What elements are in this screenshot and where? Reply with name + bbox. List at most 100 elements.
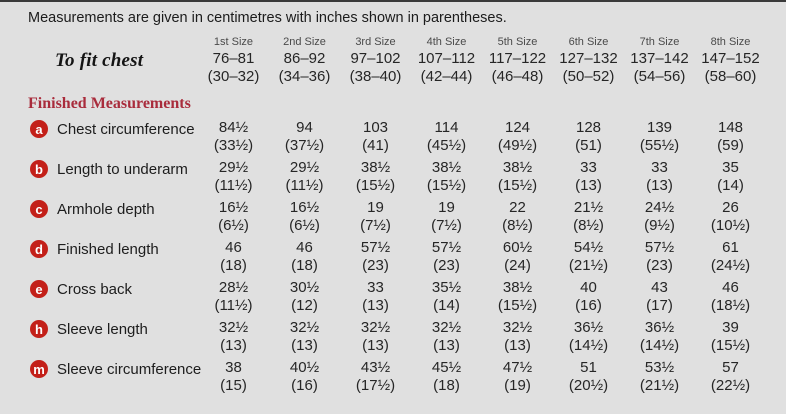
- value-inches: (11½): [214, 297, 253, 314]
- row-label-cell: e Cross back: [28, 279, 198, 298]
- size-header: 8th Size: [710, 36, 751, 48]
- measurement-cell: 84½ (33½): [198, 119, 269, 155]
- value-inches: (15½): [710, 337, 751, 354]
- value-inches: (17½): [355, 377, 396, 394]
- row-label-cell: m Sleeve circumference: [28, 359, 202, 378]
- value-cm: 40½: [289, 359, 320, 376]
- row-label-cell: b Length to underarm: [28, 159, 198, 178]
- size-header: 3rd Size: [355, 36, 396, 48]
- value-cm: 32½: [218, 319, 249, 336]
- value-inches: (24): [504, 257, 531, 274]
- value-cm: 32½: [360, 319, 391, 336]
- value-cm: 139: [646, 119, 673, 136]
- value-cm: 39: [722, 319, 739, 336]
- value-inches: (50–52): [562, 68, 615, 85]
- measurement-cell: 19 (7½): [411, 199, 482, 235]
- size-header: 1st Size: [213, 36, 254, 48]
- measurement-cell: 43 (17): [624, 279, 695, 315]
- value-inches: (30–32): [207, 68, 260, 85]
- measurement-row: e Cross back 28½ (11½) 30½ (12) 33 (13) 35½ (14) 3…: [28, 279, 786, 319]
- letter-badge: h: [30, 320, 48, 338]
- measurement-cell: 47½ (19): [482, 359, 553, 395]
- value-cm: 38½: [360, 159, 391, 176]
- value-inches: (34–36): [278, 68, 331, 85]
- measurement-cell: 43½ (17½): [340, 359, 411, 395]
- measurement-cell: 147–152 (58–60): [695, 50, 766, 86]
- measurement-cell: 57½ (23): [411, 239, 482, 275]
- value-inches: (8½): [502, 217, 533, 234]
- value-cm: 35½: [431, 279, 462, 296]
- value-cm: 103: [362, 119, 389, 136]
- measurement-cell: 114 (45½): [411, 119, 482, 155]
- value-inches: (58–60): [704, 68, 757, 85]
- measurement-cell: 39 (15½): [695, 319, 766, 355]
- value-cm: 46: [225, 239, 242, 256]
- value-cm: 16½: [218, 199, 249, 216]
- value-cm: 147–152: [701, 50, 760, 67]
- measurement-cell: 86–92 (34–36): [269, 50, 340, 86]
- value-inches: (15½): [497, 177, 538, 194]
- value-cm: 29½: [218, 159, 249, 176]
- letter-badge: m: [30, 360, 48, 378]
- measurement-cell: 40 (16): [553, 279, 624, 315]
- value-inches: (12): [291, 297, 318, 314]
- value-inches: (17): [646, 297, 673, 314]
- value-cm: 94: [296, 119, 313, 136]
- measurement-cell: 76–81 (30–32): [198, 50, 269, 86]
- value-inches: (59): [717, 137, 744, 154]
- value-cm: 40: [580, 279, 597, 296]
- measurement-cell: 139 (55½): [624, 119, 695, 155]
- size-header: 6th Size: [568, 36, 609, 48]
- measurement-cell: 36½ (14½): [624, 319, 695, 355]
- row-label: Sleeve length: [57, 321, 148, 338]
- measurement-cell: 19 (7½): [340, 199, 411, 235]
- value-inches: (22½): [710, 377, 751, 394]
- value-cm: 32½: [431, 319, 462, 336]
- row-label-cell: d Finished length: [28, 239, 198, 258]
- measurement-cell: 30½ (12): [269, 279, 340, 315]
- value-cm: 38½: [502, 159, 533, 176]
- value-cm: 114: [434, 119, 459, 136]
- value-cm: 76–81: [212, 50, 255, 67]
- measurement-cell: 57½ (23): [624, 239, 695, 275]
- value-inches: (7½): [360, 217, 391, 234]
- measurement-cell: 16½ (6½): [269, 199, 340, 235]
- measurement-cell: 53½ (21½): [624, 359, 695, 395]
- value-cm: 36½: [573, 319, 604, 336]
- value-cm: 46: [296, 239, 313, 256]
- row-label-cell: a Chest circumference: [28, 119, 198, 138]
- value-cm: 26: [722, 199, 739, 216]
- measurement-cell: 33 (13): [624, 159, 695, 195]
- size-header: 5th Size: [497, 36, 538, 48]
- value-inches: (24½): [710, 257, 751, 274]
- value-inches: (13): [504, 337, 531, 354]
- value-inches: (15): [220, 377, 247, 394]
- measurement-cell: 28½ (11½): [198, 279, 269, 315]
- to-fit-chest-row: To fit chest 76–81 (30–32) 86–92 (34–36) 97–…: [28, 50, 786, 86]
- value-cm: 19: [438, 199, 455, 216]
- value-inches: (20½): [568, 377, 609, 394]
- measurement-row: h Sleeve length 32½ (13) 32½ (13) 32½ (13) 32½ (1…: [28, 319, 786, 359]
- measurement-cell: 32½ (13): [411, 319, 482, 355]
- value-inches: (6½): [289, 217, 320, 234]
- letter-badge: e: [30, 280, 48, 298]
- value-inches: (7½): [431, 217, 462, 234]
- measurement-cell: 103 (41): [340, 119, 411, 155]
- measurement-cell: 33 (13): [340, 279, 411, 315]
- letter-badge: c: [30, 200, 48, 218]
- value-cm: 38½: [431, 159, 462, 176]
- letter-badge: a: [30, 120, 48, 138]
- value-cm: 57½: [360, 239, 391, 256]
- measurement-cell: 46 (18): [269, 239, 340, 275]
- value-cm: 33: [367, 279, 384, 296]
- value-cm: 38½: [502, 279, 533, 296]
- value-inches: (14½): [639, 337, 680, 354]
- value-inches: (54–56): [633, 68, 686, 85]
- measurement-cell: 32½ (13): [198, 319, 269, 355]
- row-label: Sleeve circumference: [57, 361, 202, 378]
- measurement-cell: 38½ (15½): [482, 279, 553, 315]
- value-inches: (15½): [355, 177, 396, 194]
- value-inches: (14): [433, 297, 460, 314]
- size-header-row: 1st Size 2nd Size 3rd Size 4th Size 5th Size…: [28, 36, 786, 49]
- value-inches: (9½): [644, 217, 675, 234]
